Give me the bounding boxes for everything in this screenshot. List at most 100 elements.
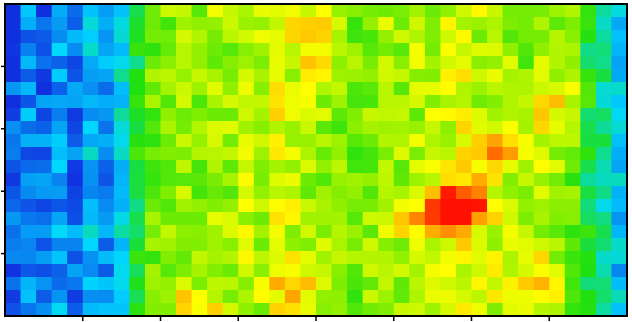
heatmap-cell [502,290,519,304]
heatmap-cell [393,69,410,83]
heatmap-cell [440,134,457,148]
heatmap-cell [222,69,239,83]
heatmap-cell [378,4,395,18]
heatmap-cell [269,82,286,96]
heatmap-cell [549,212,566,226]
heatmap-cell [160,199,177,213]
heatmap-cell [564,225,581,239]
heatmap-cell [51,147,68,161]
heatmap-cell [347,212,364,226]
heatmap-cell [113,277,130,291]
heatmap-cell [207,225,224,239]
heatmap-cell [51,251,68,265]
heatmap-cell [611,277,628,291]
heatmap-cell [549,30,566,44]
heatmap-cell [316,199,333,213]
heatmap-cell [98,251,115,265]
heatmap-cell [347,290,364,304]
heatmap-cell [176,121,193,135]
heatmap-cell [207,4,224,18]
heatmap-cell [533,303,550,317]
heatmap-cell [455,277,473,291]
heatmap-cell [82,4,99,18]
heatmap-cell [471,95,488,109]
heatmap-cell [362,134,379,148]
heatmap-cell [580,173,597,187]
heatmap-cell [191,43,208,57]
heatmap-cell [113,199,130,213]
heatmap-cell [595,277,613,291]
heatmap-cell [67,43,84,57]
heatmap-cell [533,199,550,213]
heatmap-cell [253,95,270,109]
heatmap-cell [20,17,37,31]
heatmap-cell [222,56,239,70]
heatmap-cell [331,251,348,265]
heatmap-cell [98,277,115,291]
heatmap-cell [455,160,473,174]
heatmap-cell [316,121,333,135]
heatmap-cell [222,4,239,18]
heatmap-cell [455,199,473,213]
heatmap-cell [144,17,162,31]
heatmap-cell [533,186,550,200]
heatmap-cell [207,17,224,31]
heatmap-cell [82,277,99,291]
heatmap-cell [595,212,613,226]
heatmap-cell [455,4,473,18]
heatmap-cell [347,264,364,278]
heatmap-cell [549,277,566,291]
heatmap-cell [176,82,193,96]
heatmap-cell [144,277,162,291]
heatmap-cell [5,30,22,44]
heatmap-cell [113,30,130,44]
heatmap-cell [253,199,270,213]
heatmap-cell [129,82,146,96]
heatmap-cell [176,212,193,226]
heatmap-cell [518,69,535,83]
heatmap-cell [129,251,146,265]
heatmap-cell [51,225,68,239]
heatmap-cell [36,199,53,213]
heatmap-cell [316,82,333,96]
heatmap-cell [580,277,597,291]
heatmap-cell [51,134,68,148]
heatmap-cell [253,251,270,265]
heatmap-cell [191,4,208,18]
heatmap-cell [20,251,37,265]
heatmap-cell [347,134,364,148]
heatmap-cell [222,186,239,200]
heatmap-cell [393,95,410,109]
heatmap-cell [36,108,53,122]
heatmap-cell [331,4,348,18]
heatmap-cell [5,160,22,174]
heatmap-cell [67,69,84,83]
heatmap-cell [191,30,208,44]
heatmap-cell [82,303,99,317]
heatmap-cell [222,30,239,44]
heatmap-cell [269,290,286,304]
heatmap-cell [176,277,193,291]
heatmap-cell [331,290,348,304]
heatmap-cell [316,4,333,18]
heatmap-cell [67,212,84,226]
heatmap-cell [36,225,53,239]
heatmap-cell [471,264,488,278]
heatmap-cell [222,199,239,213]
heatmap-cell [487,82,504,96]
heatmap-cell [331,56,348,70]
heatmap-cell [331,225,348,239]
heatmap-cell [409,69,426,83]
heatmap-cell [113,225,130,239]
heatmap-cell [455,173,473,187]
heatmap-cell [611,238,628,252]
heatmap-cell [269,186,286,200]
heatmap-cell [222,264,239,278]
heatmap-cell [51,108,68,122]
heatmap-cell [176,95,193,109]
heatmap-cell [222,238,239,252]
heatmap-cell [347,121,364,135]
heatmap-cell [331,212,348,226]
heatmap-cell [471,56,488,70]
heatmap-cell [533,95,550,109]
